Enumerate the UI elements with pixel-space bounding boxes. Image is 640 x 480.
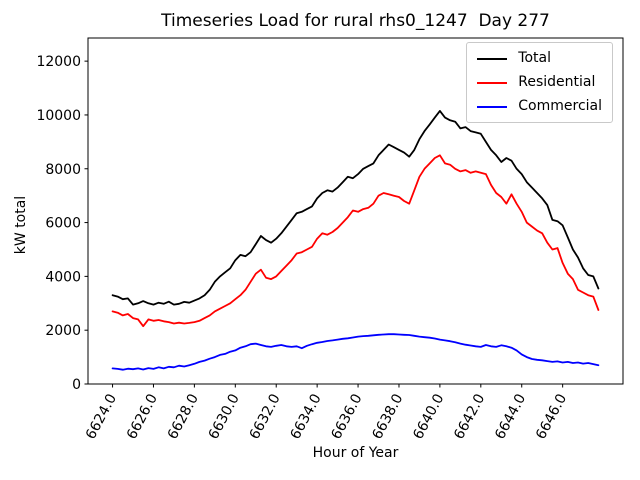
y-tick-label: 2000 <box>45 323 81 339</box>
x-tick-label: 6630.0 <box>206 391 243 442</box>
y-tick-label: 12000 <box>36 54 81 70</box>
x-tick-label: 6626.0 <box>124 391 161 442</box>
x-tick-label: 6628.0 <box>165 391 202 442</box>
y-tick-label: 6000 <box>45 216 81 232</box>
legend-entry-commercial: Commercial <box>477 98 602 115</box>
x-tick-label: 6638.0 <box>369 391 406 442</box>
series-line-commercial <box>111 333 600 371</box>
x-tick-label: 6646.0 <box>533 391 570 442</box>
legend-entry-residential: Residential <box>477 74 602 91</box>
x-tick-label: 6644.0 <box>492 391 529 442</box>
series-line-residential <box>111 154 600 328</box>
axes-frame <box>87 37 624 385</box>
y-tick-label: 0 <box>72 377 81 393</box>
legend-label-commercial: Commercial <box>518 98 602 114</box>
x-tick-label: 6640.0 <box>410 391 447 442</box>
commercial-line-swatch <box>477 105 508 108</box>
total-line-swatch <box>477 57 508 60</box>
x-tick-label: 6636.0 <box>328 391 365 442</box>
x-tick-label: 6634.0 <box>288 391 325 442</box>
legend-label-residential: Residential <box>518 74 596 90</box>
residential-line-swatch <box>477 81 508 84</box>
y-tick-label: 10000 <box>36 108 81 124</box>
legend-entry-total: Total <box>477 50 602 67</box>
x-tick-label: 6624.0 <box>83 391 120 442</box>
x-axis-label: Hour of Year <box>312 445 399 461</box>
series-line-total <box>111 110 600 306</box>
y-tick-label: 4000 <box>45 269 81 285</box>
legend-label-total: Total <box>518 50 551 66</box>
y-axis-label: kW total <box>13 195 29 255</box>
x-tick-label: 6642.0 <box>451 391 488 442</box>
x-tick-label: 6632.0 <box>247 391 284 442</box>
legend: Total Residential Commercial <box>466 42 613 123</box>
chart-title: Timeseries Load for rural rhs0_1247 Day … <box>161 11 550 31</box>
y-tick-label: 8000 <box>45 162 81 178</box>
